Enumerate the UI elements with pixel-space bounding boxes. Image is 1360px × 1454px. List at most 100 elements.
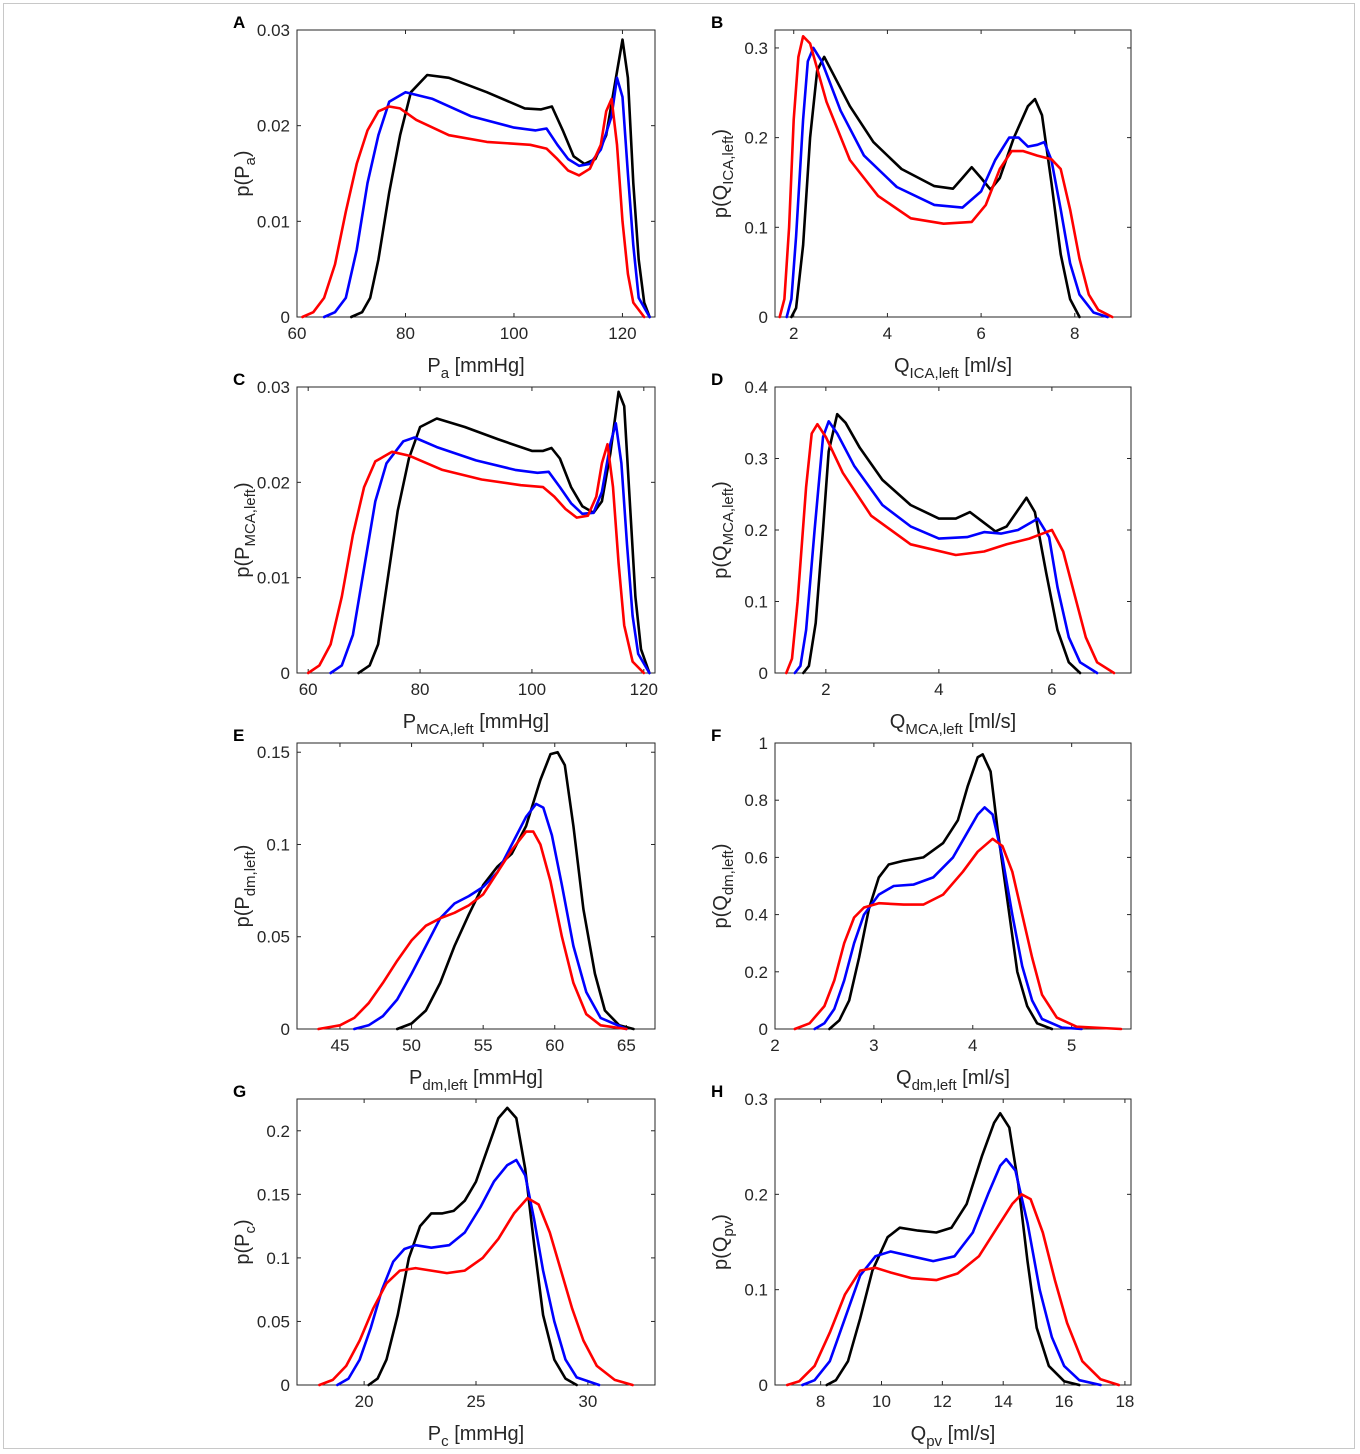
y-tick-label: 0.8 — [744, 791, 768, 810]
x-tick-label: 18 — [1115, 1392, 1134, 1411]
y-axis-label: p(Pc) — [232, 1219, 259, 1264]
y-tick-label: 0.05 — [257, 928, 290, 947]
y-axis-label: p(Qdm,left) — [710, 843, 737, 928]
y-tick-label: 0.05 — [257, 1312, 290, 1331]
series-line-red — [793, 837, 1123, 1031]
series-line-blue — [329, 421, 651, 675]
x-tick-label: 12 — [933, 1392, 952, 1411]
y-tick-label: 0 — [281, 1020, 290, 1039]
panel-g: 20 25 30 0 0.05 0.1 0.15 0.2 G Pc [mmHg] p(Pc) — [232, 1082, 656, 1450]
series-line-red — [778, 35, 1114, 319]
series-line-black — [349, 38, 651, 319]
series-line-red — [317, 830, 628, 1031]
y-axis-label: p(QICA,left) — [710, 129, 737, 218]
x-tick-label: 14 — [994, 1392, 1013, 1411]
series-line-black — [395, 750, 635, 1031]
series-line-red — [785, 1193, 1121, 1387]
x-tick-label: 3 — [869, 1036, 878, 1055]
series-line-red — [301, 97, 646, 319]
panel-letter: B — [711, 13, 723, 32]
x-tick-label: 4 — [968, 1036, 977, 1055]
series-line-blue — [322, 76, 651, 319]
y-tick-label: 0.03 — [257, 21, 290, 40]
y-tick-label: 0.1 — [744, 218, 768, 237]
panel-letter: G — [233, 1082, 246, 1101]
axes-box-c — [296, 386, 656, 674]
panel-d: 2 4 6 0 0.1 0.2 0.3 0.4 D QMCA,left [ml/s] p(QMCA,… — [710, 370, 1132, 738]
y-tick-label: 0.02 — [257, 473, 290, 492]
x-tick-label: 30 — [578, 1392, 597, 1411]
panel-h: 8 10 12 14 16 18 0 0.1 0.2 0.3 H Qpv [ml/s] p(Qpv) — [710, 1082, 1134, 1450]
y-tick-label: 0.1 — [744, 1281, 768, 1300]
x-tick-label: 55 — [474, 1036, 493, 1055]
y-axis-label: p(PMCA,left) — [232, 482, 259, 577]
x-tick-label: 100 — [518, 680, 546, 699]
y-tick-label: 0.2 — [744, 1185, 768, 1204]
y-tick-label: 0 — [759, 664, 768, 683]
y-tick-label: 0.2 — [744, 963, 768, 982]
series-line-red — [306, 442, 646, 675]
y-tick-label: 0.3 — [744, 450, 768, 469]
series-line-red — [785, 422, 1116, 675]
panel-f: 2 3 4 5 0 0.2 0.4 0.6 0.8 1 F Qdm,left [ml/s] p(Qdm,… — [710, 726, 1132, 1094]
x-tick-label: 120 — [608, 324, 636, 343]
series-line-black — [357, 390, 651, 675]
x-tick-label: 25 — [467, 1392, 486, 1411]
series-line-blue — [336, 1158, 601, 1387]
y-tick-label: 0.1 — [266, 1249, 290, 1268]
y-axis-label: p(Pdm,left) — [232, 845, 259, 928]
x-tick-label: 5 — [1067, 1036, 1076, 1055]
y-tick-label: 0.4 — [744, 378, 768, 397]
series-line-blue — [785, 46, 1109, 319]
x-tick-label: 16 — [1055, 1392, 1074, 1411]
axes-box-g — [296, 1098, 656, 1386]
axes-box-e — [296, 742, 656, 1030]
x-tick-label: 65 — [617, 1036, 636, 1055]
x-tick-label: 8 — [816, 1392, 825, 1411]
panel-b: 2 4 6 8 0 0.1 0.2 0.3 B QICA,left [ml/s] p(QICA,le… — [710, 13, 1132, 382]
x-tick-label: 100 — [500, 324, 528, 343]
panel-a: 60 80 100 120 0 0.01 0.02 0.03 A Pa [mmHg] p(Pa) — [232, 13, 656, 382]
x-axis-label: Pdm,left [mmHg] — [409, 1067, 543, 1094]
x-tick-label: 2 — [789, 324, 798, 343]
panel-letter: E — [233, 726, 244, 745]
axes-box-f — [774, 742, 1132, 1030]
y-tick-label: 0.15 — [257, 1185, 290, 1204]
x-tick-label: 8 — [1070, 324, 1079, 343]
x-axis-label: Qdm,left [ml/s] — [896, 1067, 1010, 1094]
axes-box-h — [774, 1098, 1132, 1386]
x-tick-label: 4 — [883, 324, 892, 343]
series-line-blue — [801, 1157, 1102, 1387]
series-line-blue — [813, 806, 1083, 1031]
y-tick-label: 1 — [759, 734, 768, 753]
x-tick-label: 50 — [402, 1036, 421, 1055]
x-axis-label: QMCA,left [ml/s] — [890, 711, 1016, 738]
panel-e: 45 50 55 60 65 0 0.05 0.1 0.15 E Pdm,left [mmHg] p(… — [232, 726, 656, 1094]
x-tick-label: 10 — [872, 1392, 891, 1411]
x-axis-label: Qpv [ml/s] — [911, 1423, 996, 1450]
y-tick-label: 0 — [759, 308, 768, 327]
y-tick-label: 0.3 — [744, 39, 768, 58]
y-tick-label: 0 — [281, 1376, 290, 1395]
panel-letter: F — [711, 726, 721, 745]
x-tick-label: 60 — [545, 1036, 564, 1055]
y-tick-label: 0.2 — [744, 129, 768, 148]
panel-letter: D — [711, 370, 723, 389]
x-axis-label: Pc [mmHg] — [428, 1423, 524, 1450]
x-tick-label: 2 — [770, 1036, 779, 1055]
series-line-black — [825, 1112, 1081, 1387]
y-tick-label: 0.3 — [744, 1090, 768, 1109]
x-tick-label: 80 — [411, 680, 430, 699]
y-tick-label: 0.01 — [257, 569, 290, 588]
y-tick-label: 0.1 — [744, 593, 768, 612]
figure-frame — [3, 3, 1355, 1449]
series-line-red — [318, 1196, 634, 1387]
x-tick-label: 120 — [630, 680, 658, 699]
y-axis-label: p(Pa) — [232, 150, 259, 196]
axes-box-d — [774, 386, 1132, 674]
x-tick-label: 4 — [934, 680, 943, 699]
y-tick-label: 0 — [759, 1020, 768, 1039]
series-line-black — [828, 753, 1054, 1031]
x-tick-label: 45 — [330, 1036, 349, 1055]
y-tick-label: 0.2 — [266, 1122, 290, 1141]
